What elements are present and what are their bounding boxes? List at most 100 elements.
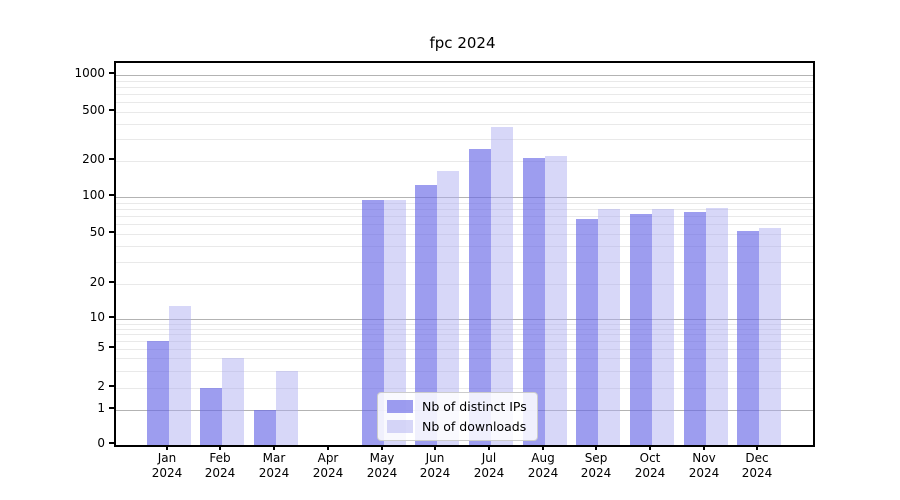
xtick-label-jun: Jun 2024 xyxy=(403,451,467,481)
ytick-label-20: 20 xyxy=(89,275,105,289)
gridline-major-100 xyxy=(116,197,813,198)
xtick-month: Apr xyxy=(317,451,339,465)
ytick-mark-500 xyxy=(109,109,114,111)
xtick-month: Nov xyxy=(692,451,716,465)
xtick-mark-oct xyxy=(649,445,651,450)
xtick-month: Jan xyxy=(157,451,177,465)
bar-downloads-jul xyxy=(491,127,513,445)
bar-downloads-feb xyxy=(222,358,244,445)
xtick-month: Jun xyxy=(425,451,445,465)
xtick-label-apr: Apr 2024 xyxy=(296,451,360,481)
bar-distinct-ips-dec xyxy=(737,231,759,445)
bar-distinct-ips-may xyxy=(362,200,384,445)
xtick-label-nov: Nov 2024 xyxy=(672,451,736,481)
plot-area: Nb of distinct IPs Nb of downloads xyxy=(114,61,815,447)
gridline-minor-5 xyxy=(116,349,813,350)
xtick-mark-nov xyxy=(703,445,705,450)
xtick-month: Oct xyxy=(639,451,661,465)
bar-downloads-aug xyxy=(545,156,567,445)
gridline-minor-8 xyxy=(116,329,813,330)
gridline-minor-200 xyxy=(116,161,813,162)
bar-distinct-ips-jan xyxy=(147,341,169,445)
gridline-major-10 xyxy=(116,319,813,320)
ytick-mark-1 xyxy=(109,407,114,409)
gridline-minor-50 xyxy=(116,234,813,235)
bar-downloads-jun xyxy=(437,171,459,445)
gridline-minor-900 xyxy=(116,81,813,82)
ytick-label-200: 200 xyxy=(82,152,105,166)
xtick-label-oct: Oct 2024 xyxy=(618,451,682,481)
gridline-minor-20 xyxy=(116,284,813,285)
xtick-mark-sep xyxy=(595,445,597,450)
xtick-year: 2024 xyxy=(580,466,612,480)
bar-distinct-ips-nov xyxy=(684,212,706,445)
gridline-minor-60 xyxy=(116,224,813,225)
ytick-label-100: 100 xyxy=(82,188,105,202)
gridline-minor-300 xyxy=(116,139,813,140)
bar-downloads-oct xyxy=(652,209,674,445)
ytick-mark-2 xyxy=(109,385,114,387)
ytick-mark-1000 xyxy=(109,72,114,74)
gridline-minor-70 xyxy=(116,216,813,217)
xtick-year: 2024 xyxy=(258,466,290,480)
bar-downloads-sep xyxy=(598,209,620,445)
bar-downloads-jan xyxy=(169,306,191,445)
xtick-year: 2024 xyxy=(419,466,451,480)
xtick-label-dec: Dec 2024 xyxy=(725,451,789,481)
xtick-month: Feb xyxy=(209,451,231,465)
xtick-label-feb: Feb 2024 xyxy=(188,451,252,481)
legend-entry-distinct-ips: Nb of distinct IPs xyxy=(387,399,527,414)
ytick-mark-100 xyxy=(109,194,114,196)
ytick-mark-50 xyxy=(109,231,114,233)
xtick-mark-jul xyxy=(488,445,490,450)
ytick-mark-10 xyxy=(109,316,114,318)
xtick-year: 2024 xyxy=(688,466,720,480)
gridline-minor-6 xyxy=(116,341,813,342)
xtick-month: Mar xyxy=(262,451,286,465)
bar-distinct-ips-aug xyxy=(523,158,545,445)
ytick-label-2: 2 xyxy=(97,379,105,393)
xtick-month: May xyxy=(369,451,395,465)
ytick-mark-20 xyxy=(109,281,114,283)
gridline-minor-400 xyxy=(116,124,813,125)
bar-distinct-ips-feb xyxy=(200,388,222,445)
bar-distinct-ips-mar xyxy=(254,410,276,445)
ytick-label-5: 5 xyxy=(97,340,105,354)
bar-downloads-may xyxy=(384,200,406,445)
xtick-mark-may xyxy=(381,445,383,450)
gridline-minor-800 xyxy=(116,87,813,88)
xtick-month: Dec xyxy=(745,451,769,465)
xtick-mark-mar xyxy=(273,445,275,450)
xtick-year: 2024 xyxy=(473,466,505,480)
bar-downloads-mar xyxy=(276,371,298,445)
gridline-minor-80 xyxy=(116,209,813,210)
xtick-year: 2024 xyxy=(741,466,773,480)
ytick-mark-5 xyxy=(109,346,114,348)
xtick-year: 2024 xyxy=(312,466,344,480)
xtick-label-sep: Sep 2024 xyxy=(564,451,628,481)
legend-label-distinct-ips: Nb of distinct IPs xyxy=(422,399,527,414)
bar-downloads-nov xyxy=(706,208,728,445)
gridline-minor-600 xyxy=(116,102,813,103)
ytick-label-1: 1 xyxy=(97,401,105,415)
xtick-year: 2024 xyxy=(634,466,666,480)
bar-distinct-ips-oct xyxy=(630,214,652,445)
gridline-minor-7 xyxy=(116,334,813,335)
ytick-label-500: 500 xyxy=(82,103,105,117)
gridline-minor-40 xyxy=(116,246,813,247)
xtick-mark-apr xyxy=(327,445,329,450)
chart-title: fpc 2024 xyxy=(429,34,496,52)
gridline-minor-9 xyxy=(116,324,813,325)
xtick-label-aug: Aug 2024 xyxy=(511,451,575,481)
gridline-minor-4 xyxy=(116,358,813,359)
gridline-minor-700 xyxy=(116,94,813,95)
legend: Nb of distinct IPs Nb of downloads xyxy=(377,392,538,441)
xtick-mark-jun xyxy=(434,445,436,450)
xtick-label-mar: Mar 2024 xyxy=(242,451,306,481)
ytick-mark-200 xyxy=(109,158,114,160)
bar-distinct-ips-sep xyxy=(576,219,598,445)
xtick-month: Jul xyxy=(481,451,497,465)
xtick-label-jan: Jan 2024 xyxy=(135,451,199,481)
ytick-label-50: 50 xyxy=(89,225,105,239)
